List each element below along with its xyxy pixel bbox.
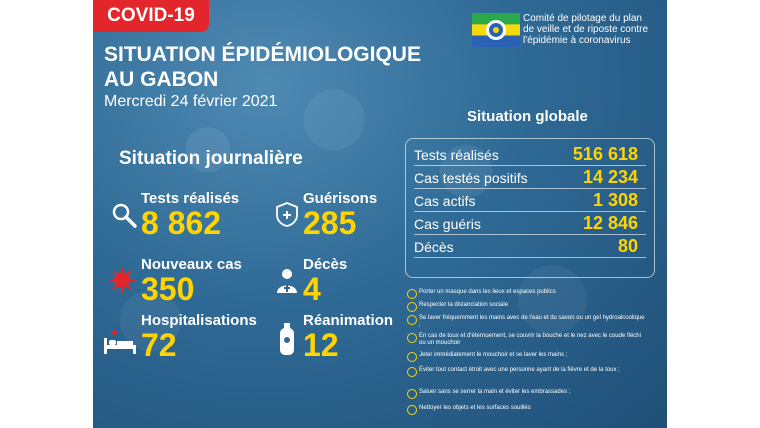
tissue-icon [407, 352, 417, 362]
cleaning-icon [407, 405, 417, 415]
mask-icon [407, 289, 417, 299]
report-date: Mercredi 24 février 2021 [104, 93, 278, 110]
global-row-label: Cas guéris [414, 216, 481, 232]
stat-hospitalizations: Hospitalisations 72 [141, 312, 257, 361]
person-icon [277, 269, 297, 293]
advice-text: Nettoyer les objets et les surfaces soui… [419, 405, 531, 411]
stat-icu: Réanimation 12 [303, 312, 393, 361]
cough-icon [407, 333, 417, 343]
advice-text: Jeter immédiatement le mouchoir et se la… [419, 352, 568, 358]
stat-deaths-label: Décès [303, 256, 348, 273]
global-row-value: 80 [617, 236, 638, 256]
virus-icon [109, 267, 135, 293]
covid-badge: COVID-19 [93, 0, 209, 32]
table-row: Cas actifs 1 308 [414, 189, 646, 212]
table-row: Tests réalisés 516 618 [414, 143, 646, 166]
advice-item: Respecter la distanciation sociale [407, 302, 647, 312]
global-row-value: 516 618 [572, 144, 638, 164]
fever-icon [407, 367, 417, 377]
stat-tests-label: Tests réalisés [141, 190, 240, 207]
advice-item: Saluer sans se serrer la main et éviter … [407, 389, 647, 399]
advice-text: Saluer sans se serrer la main et éviter … [419, 389, 571, 395]
advice-text: Respecter la distanciation sociale [419, 302, 509, 308]
covid-poster: COVID-19 SITUATION ÉPIDÉMIOLOGIQUE AU GA… [93, 0, 667, 428]
advice-text: Éviter tout contact étroit avec une pers… [419, 367, 620, 373]
committee-line-1: Comité de pilotage du plan [523, 13, 642, 24]
stat-icu-value: 12 [303, 327, 339, 363]
no-handshake-icon [407, 389, 417, 399]
advice-item: Nettoyer les objets et les surfaces soui… [407, 405, 647, 415]
table-row: Cas testés positifs 14 234 [414, 166, 646, 189]
global-row-value: 14 234 [582, 167, 638, 187]
advice-item: Éviter tout contact étroit avec une pers… [407, 367, 647, 377]
oxygen-tank-icon [280, 323, 294, 355]
stat-icu-label: Réanimation [303, 312, 394, 329]
global-row-value: 12 846 [582, 213, 638, 233]
daily-section-title: Situation journalière [119, 148, 303, 169]
committee-line-2: de veille et de riposte contre [523, 24, 649, 35]
stat-recoveries-value: 285 [303, 205, 357, 241]
global-stats-table: Tests réalisés 516 618 Cas testés positi… [405, 138, 655, 278]
advice-item: Se laver fréquemment les mains avec de l… [407, 315, 647, 329]
global-row-label: Cas testés positifs [414, 170, 528, 186]
title-line-2: AU GABON [104, 68, 219, 91]
stat-tests: Tests réalisés 8 862 [141, 190, 239, 239]
stat-new-cases: Nouveaux cas 350 [141, 256, 242, 305]
handwash-icon [407, 315, 417, 325]
committee-name: Comité de pilotage du plan de veille et … [523, 13, 667, 46]
stat-tests-value: 8 862 [141, 205, 222, 241]
distance-icon [407, 302, 417, 312]
advice-item: Porter un masque dans les lieux et espac… [407, 289, 647, 299]
advice-text: En cas de toux et d'éternuement, se couv… [419, 333, 641, 346]
stat-new-cases-value: 350 [141, 271, 195, 307]
stat-new-cases-label: Nouveaux cas [141, 256, 242, 273]
magnifier-icon [112, 203, 137, 228]
page-title: SITUATION ÉPIDÉMIOLOGIQUE AU GABON [104, 42, 421, 92]
stat-hospitalizations-value: 72 [141, 327, 177, 363]
table-row: Cas guéris 12 846 [414, 212, 646, 235]
global-row-value: 1 308 [592, 190, 638, 210]
title-line-1: SITUATION ÉPIDÉMIOLOGIQUE [104, 43, 421, 66]
global-row-label: Décès [414, 239, 454, 255]
advice-item: Jeter immédiatement le mouchoir et se la… [407, 352, 647, 362]
advice-text: Porter un masque dans les lieux et espac… [419, 289, 556, 295]
stat-deaths: Décès 4 [303, 256, 347, 305]
advice-text: Se laver fréquemment les mains avec de l… [419, 315, 645, 328]
global-row-label: Tests réalisés [414, 147, 499, 163]
committee-line-3: l'épidémie à coronavirus [523, 35, 631, 46]
global-section-title: Situation globale [467, 108, 588, 125]
stat-hospitalizations-label: Hospitalisations [141, 312, 257, 329]
table-row: Décès 80 [414, 235, 646, 258]
stat-recoveries-label: Guérisons [303, 190, 378, 207]
healed-virus-icon [276, 202, 298, 227]
advice-item: En cas de toux et d'éternuement, se couv… [407, 333, 647, 347]
hospital-bed-icon [104, 330, 136, 354]
stat-deaths-value: 4 [303, 271, 321, 307]
global-row-label: Cas actifs [414, 193, 476, 209]
gabon-flag-logo-icon [472, 13, 520, 47]
stat-recoveries: Guérisons 285 [303, 190, 377, 239]
